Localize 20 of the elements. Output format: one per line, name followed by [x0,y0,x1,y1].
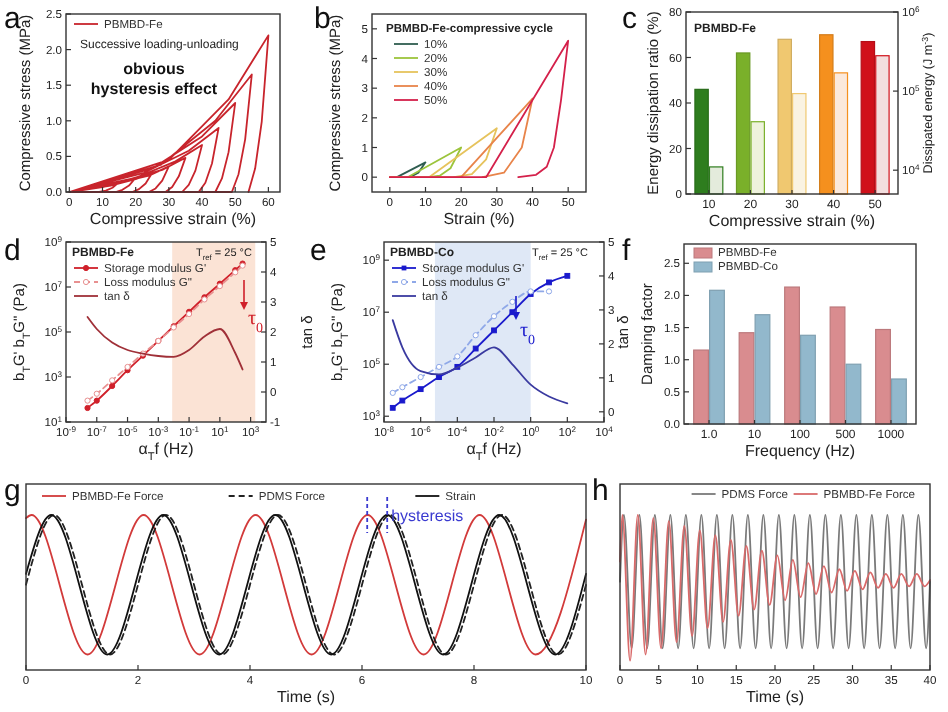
text: d [4,234,21,268]
x-axis-title: Compressive strain (%) [708,212,876,230]
text: a [4,2,22,36]
text: f [622,234,632,268]
text: h [592,474,609,508]
x-axis-title: Compressive strain (%) [89,210,257,228]
annotation: hysteresis [391,507,464,525]
x-axis-title: α$_{T}$f (Hz) [138,440,195,464]
x-axis-title: α$_{T}$f (Hz) [466,440,523,464]
annotation: τ$_{0}$ [248,308,265,336]
x-axis-title: Time (s) [276,688,336,706]
text: e [310,234,327,268]
text: b [314,2,331,36]
text: c [622,2,638,36]
annotation: τ$_{0}$ [520,320,537,348]
text: g [4,474,21,508]
x-axis-title: Time (s) [745,688,805,706]
x-axis-title: Frequency (Hz) [744,442,856,460]
x-axis-title: Strain (%) [443,210,516,228]
annotation: obvious hysteresis effect [90,60,218,98]
